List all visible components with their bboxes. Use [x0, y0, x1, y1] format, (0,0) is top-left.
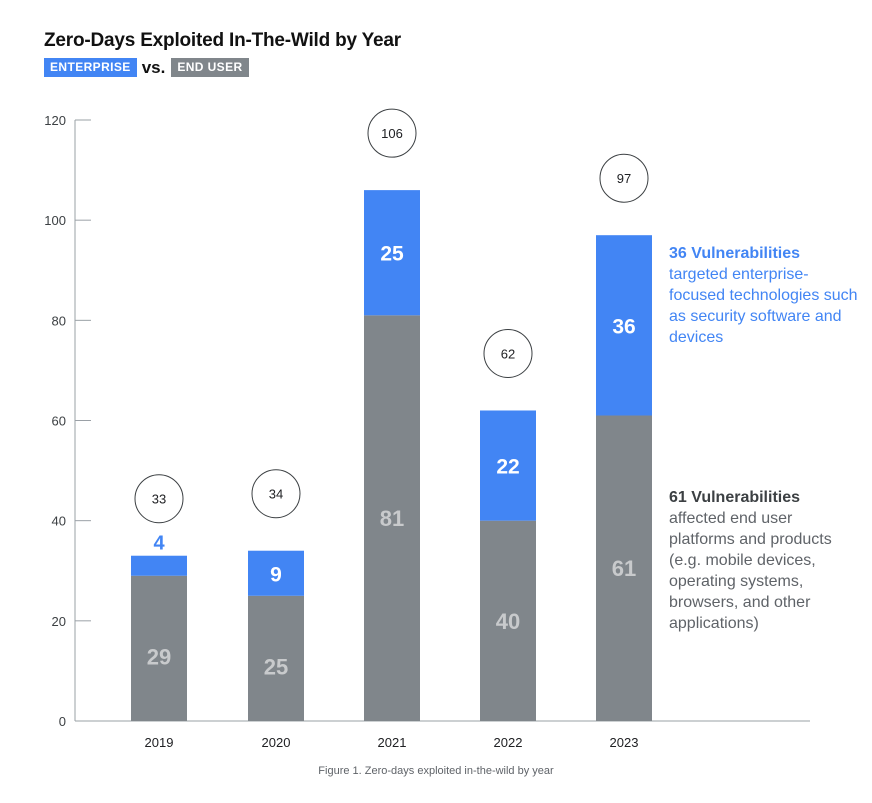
total-circle — [134, 474, 184, 524]
data-label-total: 33 — [152, 492, 166, 507]
y-tick-label: 120 — [44, 113, 66, 128]
total-circle — [483, 328, 533, 378]
bar-enterprise — [480, 410, 536, 521]
bar-enterprise — [364, 190, 420, 316]
legend: ENTERPRISE vs. END USER — [44, 58, 249, 77]
bar-end-user — [480, 520, 536, 721]
data-label-enterprise: 25 — [380, 243, 404, 266]
end-user-annotation-text: affected end user platforms and products… — [669, 510, 832, 632]
enterprise-annotation-text: targeted enterprise-focused technologies… — [669, 266, 858, 346]
x-tick-label: 2022 — [494, 735, 523, 750]
bar-end-user — [248, 595, 304, 721]
legend-end-user-badge: END USER — [171, 58, 249, 77]
legend-enterprise-badge: ENTERPRISE — [44, 58, 137, 77]
x-tick-label: 2021 — [378, 735, 407, 750]
total-circle — [367, 108, 417, 158]
total-circle — [599, 153, 649, 203]
y-tick-label: 20 — [52, 614, 66, 629]
enterprise-annotation: 36 Vulnerabilities targeted enterprise-f… — [669, 243, 859, 348]
end-user-annotation-head: 61 Vulnerabilities — [669, 489, 801, 506]
data-label-enterprise: 9 — [270, 563, 282, 586]
total-circle — [251, 469, 301, 519]
data-label-end-user: 61 — [612, 556, 636, 581]
data-label-enterprise: 4 — [153, 533, 165, 555]
legend-vs-text: vs. — [141, 58, 166, 77]
bar-end-user — [596, 415, 652, 721]
data-label-total: 62 — [501, 346, 515, 361]
end-user-annotation: 61 Vulnerabilities affected end user pla… — [669, 487, 859, 634]
bar-chart: 0 20 40 60 80 100 120 29 4 33 2019 25 9 34 2020 81 25 106… — [44, 108, 810, 750]
data-label-enterprise: 36 — [612, 315, 635, 338]
bar-enterprise — [131, 555, 187, 576]
y-tick-label: 0 — [59, 714, 66, 729]
y-tick-label: 80 — [52, 313, 66, 328]
bar-end-user — [364, 315, 420, 721]
data-label-end-user: 40 — [496, 609, 520, 634]
data-label-end-user: 25 — [264, 654, 288, 679]
chart-title: Zero-Days Exploited In-The-Wild by Year — [44, 30, 401, 51]
x-tick-label: 2020 — [262, 735, 291, 750]
bar-end-user — [131, 575, 187, 721]
x-tick-label: 2019 — [145, 735, 174, 750]
figure-caption: Figure 1. Zero-days exploited in-the-wil… — [318, 765, 554, 777]
data-label-end-user: 81 — [380, 506, 404, 531]
y-tick-label: 40 — [52, 514, 66, 529]
enterprise-annotation-head: 36 Vulnerabilities — [669, 245, 801, 262]
data-label-total: 97 — [617, 171, 631, 186]
y-tick-label: 100 — [44, 213, 66, 228]
bar-enterprise — [596, 235, 652, 416]
data-label-enterprise: 22 — [496, 456, 519, 479]
data-label-total: 34 — [269, 487, 283, 502]
x-tick-label: 2023 — [610, 735, 639, 750]
data-label-end-user: 29 — [147, 644, 171, 669]
bar-enterprise — [248, 550, 304, 596]
y-tick-label: 60 — [52, 414, 66, 429]
data-label-total: 106 — [381, 126, 403, 141]
